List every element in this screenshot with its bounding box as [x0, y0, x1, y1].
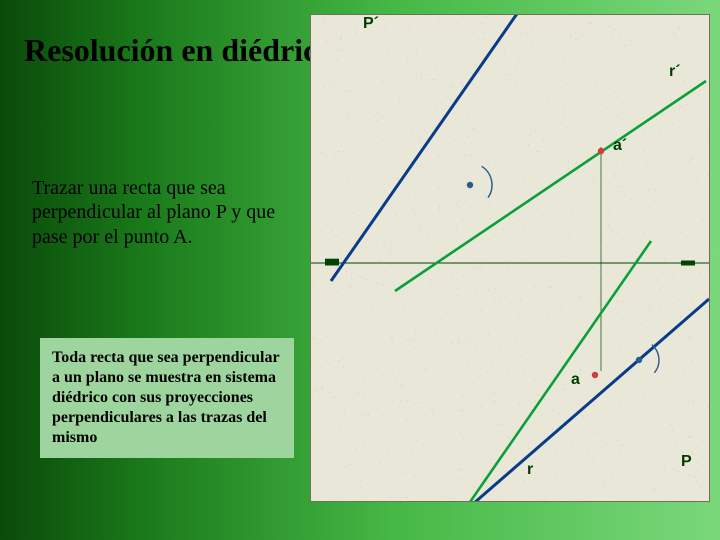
diagram-svg [311, 15, 709, 501]
diagram-panel: P´ r´ a´ a r P [310, 14, 710, 502]
label-a: a [571, 371, 580, 389]
label-r-prime: r´ [669, 63, 681, 81]
label-P: P [681, 453, 692, 471]
label-r: r [527, 461, 533, 479]
label-P-prime: P´ [363, 15, 379, 33]
slide-title: Resolución en diédrico [24, 34, 333, 68]
label-a-prime: a´ [613, 137, 627, 155]
slide: Resolución en diédrico Trazar una recta … [0, 0, 720, 540]
note-callout: Toda recta que sea perpendicular a un pl… [40, 338, 294, 458]
problem-text: Trazar una recta que sea perpendicular a… [32, 176, 292, 249]
